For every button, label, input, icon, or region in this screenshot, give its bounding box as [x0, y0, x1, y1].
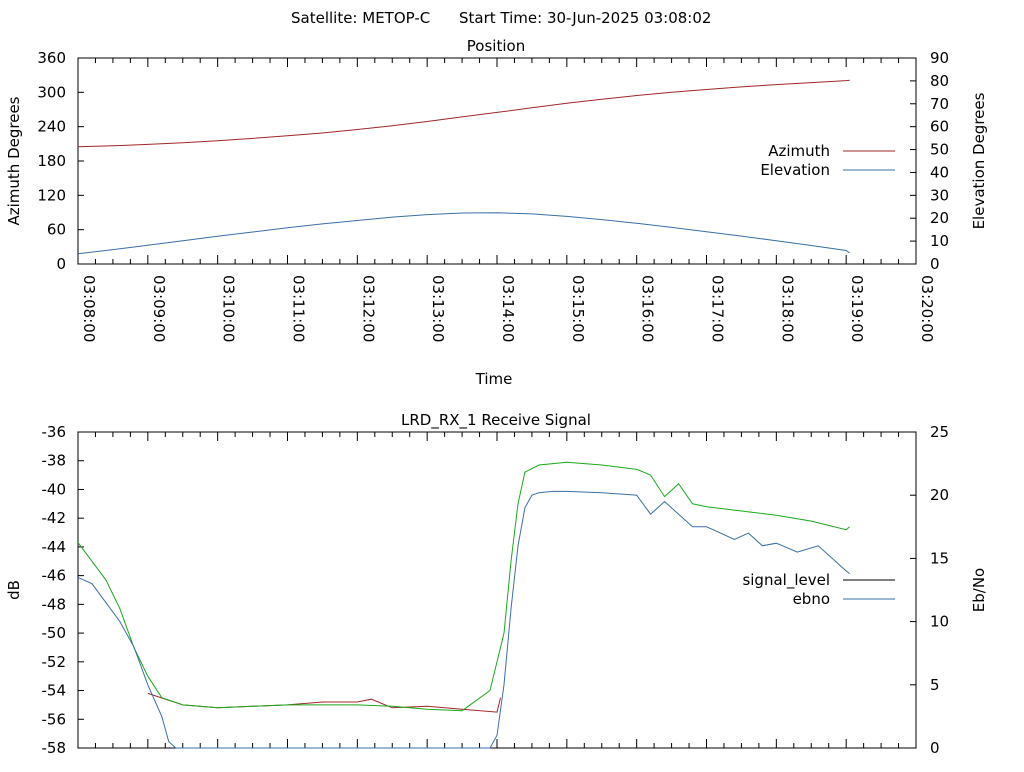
y-tick-label: -50: [42, 624, 67, 642]
x-tick-label: 03:08:00: [80, 275, 98, 342]
x-tick-label: 03:14:00: [499, 275, 517, 342]
x-tick-label: 03:17:00: [709, 275, 727, 342]
y-tick-label: -46: [42, 567, 67, 585]
y-tick-label: -44: [42, 538, 67, 556]
receive-signal-series: [77, 461, 851, 749]
header-satellite: Satellite: METOP-C: [291, 9, 430, 27]
x-tick-label: 03:13:00: [429, 275, 447, 342]
y-tick-label: -40: [42, 480, 67, 498]
series-line-series-1: [77, 461, 851, 712]
receive-signal-tick-labels: -58 -56 -54 -52 -50 -48 -46 -44 -42 -40 -38 -36 0 5 10…: [42, 423, 950, 757]
y-tick-label: -54: [42, 682, 67, 700]
y2-tick-label: 25: [930, 423, 949, 441]
position-y2-axis-label: Elevation Degrees: [970, 92, 988, 229]
x-tick-label: 03:10:00: [220, 275, 238, 342]
y-tick-label: 120: [37, 186, 66, 204]
position-y-axis-label: Azimuth Degrees: [5, 96, 23, 225]
y-tick-label: 60: [47, 221, 66, 239]
x-tick-label: 03:18:00: [778, 275, 796, 342]
y2-tick-label: 10: [930, 613, 949, 631]
receive-signal-chart-title: LRD_RX_1 Receive Signal: [401, 411, 591, 430]
position-series: [77, 79, 850, 255]
y-tick-label: 300: [37, 83, 66, 101]
x-tick-label: 03:16:00: [639, 275, 657, 342]
y-tick-label: -36: [42, 423, 67, 441]
y-tick-label: -38: [42, 452, 67, 470]
y-tick-label: -42: [42, 509, 67, 527]
position-x-axis-label: Time: [475, 370, 513, 388]
receive-signal-chart: LRD_RX_1 Receive Signal -58-56-54-52-50-…: [5, 411, 988, 757]
y-tick-label: 360: [37, 49, 66, 67]
series-line-azimuth: [77, 79, 850, 148]
legend-label-azimuth: Azimuth: [768, 142, 830, 160]
y-tick-label: -58: [42, 739, 67, 757]
series-line-elevation: [77, 212, 850, 255]
legend-label-ebno: ebno: [793, 590, 830, 608]
y-tick-label: -56: [42, 710, 67, 728]
legend-label-signal-level: signal_level: [742, 571, 830, 590]
series-line-ebno: [77, 490, 850, 749]
x-tick-label: 03:11:00: [290, 275, 308, 342]
y-tick-label: -52: [42, 653, 67, 671]
y2-tick-label: 20: [930, 486, 949, 504]
y2-tick-label: 0: [930, 739, 940, 757]
receive-signal-legend: signal_level ebno: [742, 571, 895, 608]
y2-tick-label: 70: [930, 95, 949, 113]
y-tick-label: 0: [56, 255, 66, 273]
y2-tick-label: 5: [930, 676, 940, 694]
x-tick-label: 03:12:00: [359, 275, 377, 342]
position-chart-title: Position: [467, 37, 525, 55]
x-tick-label: 03:15:00: [569, 275, 587, 342]
position-chart: Position 0 60 120 180 240 300 360 0 10 20 30 40 50 60…: [5, 37, 988, 388]
receive-signal-y-axis-label: dB: [5, 580, 23, 600]
header-start-time: Start Time: 30-Jun-2025 03:08:02: [459, 9, 711, 27]
y2-tick-label: 0: [930, 255, 940, 273]
y2-tick-label: 90: [930, 49, 949, 67]
series-line-signal-level: [147, 692, 501, 713]
y2-tick-label: 15: [930, 549, 949, 567]
y2-tick-label: 10: [930, 232, 949, 250]
receive-signal-y2-axis-label: Eb/No: [970, 568, 988, 612]
y2-tick-label: 60: [930, 118, 949, 136]
y-tick-label: 240: [37, 118, 66, 136]
y2-tick-label: 50: [930, 141, 949, 159]
x-tick-label: 03:19:00: [848, 275, 866, 342]
y2-tick-label: 80: [930, 72, 949, 90]
x-tick-label: 03:20:00: [918, 275, 936, 342]
position-legend: Azimuth Elevation: [760, 142, 895, 179]
receive-signal-plot-frame: [77, 431, 917, 749]
y-tick-label: 180: [37, 152, 66, 170]
position-plot-frame: [77, 57, 917, 265]
legend-label-elevation: Elevation: [760, 161, 830, 179]
position-ticks: [77, 57, 917, 265]
position-tick-labels: 0 60 120 180 240 300 360 0 10 20 30 40 50 60 70 80 90 03:…: [37, 49, 949, 342]
y2-tick-label: 20: [930, 209, 949, 227]
y2-tick-label: 30: [930, 186, 949, 204]
receive-signal-ticks: [77, 431, 917, 749]
y2-tick-label: 40: [930, 163, 949, 181]
x-tick-label: 03:09:00: [150, 275, 168, 342]
y-tick-label: -48: [42, 595, 67, 613]
